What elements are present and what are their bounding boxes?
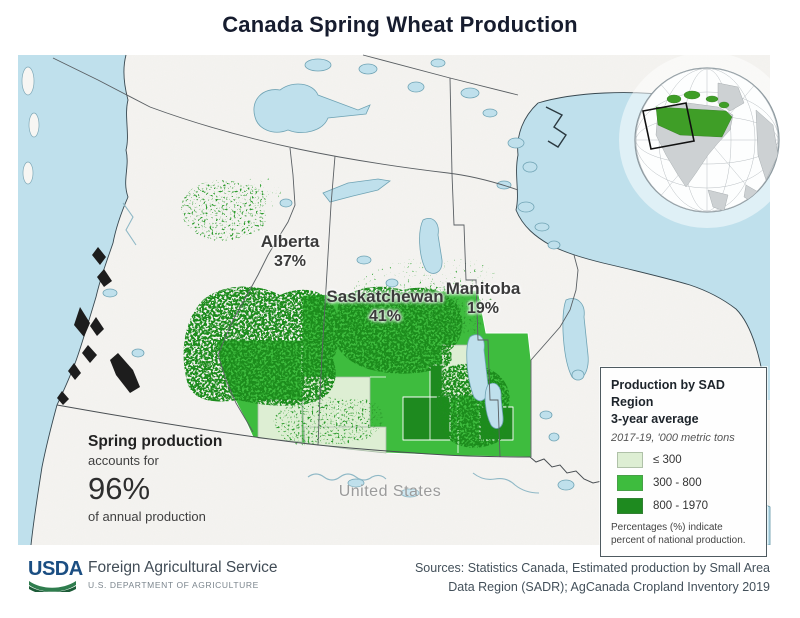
pacific-ocean (18, 54, 140, 546)
sources-line2: Data Region (SADR); AgCanada Cropland In… (448, 579, 770, 594)
usda-swoosh-icon (29, 581, 76, 595)
wheat-speckle-dense (183, 286, 510, 448)
legend-swatch-mid (617, 474, 643, 491)
border-alberta-sask (317, 155, 336, 446)
agency-block: Foreign Agricultural Service U.S. DEPART… (88, 559, 278, 590)
label-saskatchewan: Saskatchewan 41% (295, 286, 475, 327)
border-manitoba-ontario (530, 254, 579, 457)
legend-title-line2: 3-year average (611, 411, 699, 426)
agency-name: Foreign Agricultural Service (88, 559, 278, 576)
legend-swatch-low (617, 451, 643, 468)
globe-inset (619, 52, 795, 228)
sources-text: Sources: Statistics Canada, Estimated pr… (415, 559, 770, 597)
globe-halo (619, 52, 795, 228)
label-alberta: Alberta 37% (220, 231, 360, 272)
map-container: Alberta 37% Saskatchewan 41% Manitoba 19… (18, 52, 795, 557)
border-yukon (52, 57, 151, 108)
border-nunavut-vertical (449, 77, 453, 175)
coastal-islands-white (21, 66, 40, 185)
coastal-islands-dark (57, 247, 140, 405)
department-name: U.S. DEPARTMENT OF AGRICULTURE (88, 580, 259, 590)
legend-item-mid: 300 - 800 (617, 474, 757, 491)
page-title: Canada Spring Wheat Production (222, 12, 578, 37)
manitoba-name: Manitoba (445, 279, 521, 298)
legend-swatch-high (617, 497, 643, 514)
legend-box: Production by SAD Region 3-year average … (600, 367, 767, 557)
rivers (122, 202, 540, 494)
callout-line4: of annual production (88, 509, 206, 524)
border-bc-alberta (217, 147, 296, 433)
legend-item-low: ≤ 300 (617, 451, 757, 468)
border-sask-manitoba (451, 173, 501, 458)
map-canvas (18, 52, 795, 546)
legend-title-line1: Production by SAD Region (611, 378, 725, 409)
legend-subtitle: 2017-19, '000 metric tons (611, 431, 735, 444)
saskatchewan-name: Saskatchewan (326, 287, 444, 306)
alberta-name: Alberta (260, 232, 320, 251)
usda-logo-text: USDA (28, 558, 83, 580)
lakes (102, 58, 649, 532)
legend-note: Percentages (%) indicate percent of nati… (611, 521, 746, 547)
callout-value: 96% (88, 471, 151, 506)
saskatchewan-percent: 41% (368, 308, 402, 326)
legend-label-mid: 300 - 800 (653, 476, 702, 489)
label-united-states: United States (338, 483, 442, 500)
manitoba-percent: 19% (466, 300, 500, 318)
coastal-fjords (29, 58, 69, 228)
spring-production-callout: Spring production accounts for 96% of an… (88, 433, 248, 524)
globe-canada-highlight (655, 90, 733, 138)
label-manitoba: Manitoba 19% (423, 278, 543, 319)
sources-line1: Sources: Statistics Canada, Estimated pr… (414, 561, 770, 575)
province-borders (52, 54, 579, 458)
footer: USDA Foreign Agricultural Service U.S. D… (0, 545, 800, 618)
callout-line2: accounts for (88, 453, 159, 468)
legend-label-low: ≤ 300 (653, 453, 682, 466)
legend-label-high: 800 - 1970 (653, 499, 708, 512)
usda-logo: USDA (28, 558, 83, 597)
alberta-percent: 37% (273, 253, 307, 271)
globe-extent-rectangle (642, 102, 695, 150)
us-border (56, 404, 687, 538)
wheat-speckle-sparse (241, 177, 499, 318)
callout-heading: Spring production (88, 433, 223, 450)
border-60th-parallel (149, 106, 519, 191)
legend-item-high: 800 - 1970 (617, 497, 757, 514)
